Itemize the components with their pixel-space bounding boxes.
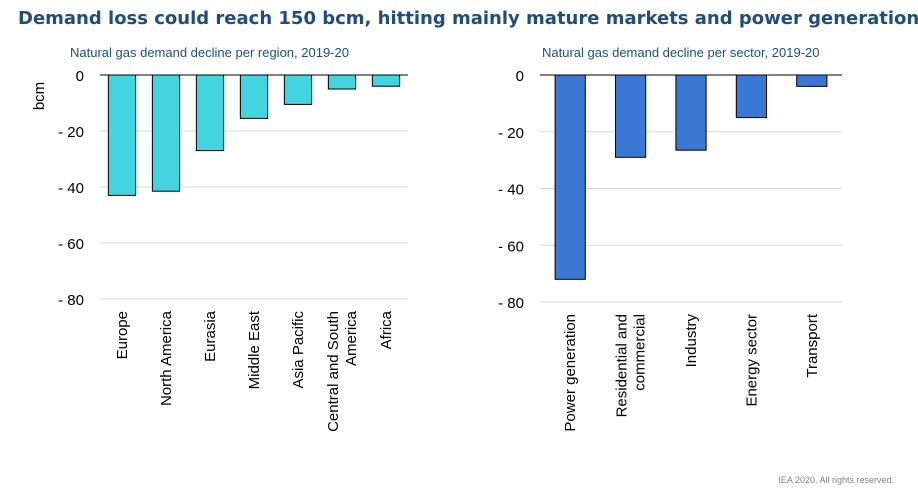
region-category-label: Africa <box>378 310 395 349</box>
sector-category-label: Power generation <box>562 314 579 432</box>
sector-ytick-label: - 40 <box>498 182 524 199</box>
region-bar <box>371 74 401 87</box>
sector-category-label: Industry <box>683 314 700 368</box>
sector-ytick-label: - 60 <box>498 238 524 255</box>
region-bar <box>195 74 225 152</box>
sector-bar <box>675 74 707 151</box>
region-category-label: America <box>343 310 360 366</box>
region-category-label: North America <box>158 310 175 406</box>
chart-region: Natural gas demand decline per region, 2… <box>31 45 408 432</box>
sector-bar <box>615 74 647 158</box>
region-category-label: Middle East <box>246 310 263 389</box>
sector-category-label: Energy sector <box>743 314 760 407</box>
sector-category-label: commercial <box>632 314 649 391</box>
region-ytick-label: - 60 <box>58 236 84 253</box>
region-ytick-label: - 20 <box>58 124 84 141</box>
region-bar <box>107 74 137 196</box>
region-category-label: Europe <box>114 311 131 359</box>
sector-bar <box>735 74 768 119</box>
chart-sector: Natural gas demand decline per sector, 2… <box>498 45 842 432</box>
region-bar <box>151 74 181 192</box>
copyright-footer: IEA 2020. All rights reserved. <box>778 475 894 485</box>
region-ytick-label: - 40 <box>58 180 84 197</box>
sector-ytick-label: - 20 <box>498 125 524 142</box>
sector-ytick-label: - 80 <box>498 295 524 312</box>
region-ytick-label: 0 <box>76 68 84 85</box>
region-bar <box>283 74 313 105</box>
sector-bar <box>554 74 586 280</box>
region-category-label: Central and South <box>325 311 342 432</box>
region-category-label: Eurasia <box>202 310 219 362</box>
sector-category-label: Transport <box>804 313 821 377</box>
page-title: Demand loss could reach 150 bcm, hitting… <box>18 8 918 29</box>
region-bar <box>327 74 357 90</box>
region-subtitle: Natural gas demand decline per region, 2… <box>70 45 349 60</box>
region-ytick-label: - 80 <box>58 292 84 309</box>
sector-subtitle: Natural gas demand decline per sector, 2… <box>542 45 820 60</box>
sector-category-label: Residential and <box>614 314 631 417</box>
sector-bar <box>796 74 828 87</box>
region-bar <box>239 74 269 119</box>
sector-ytick-label: 0 <box>516 68 524 85</box>
region-ylabel: bcm <box>31 82 48 110</box>
region-category-label: Asia Pacific <box>290 311 307 389</box>
